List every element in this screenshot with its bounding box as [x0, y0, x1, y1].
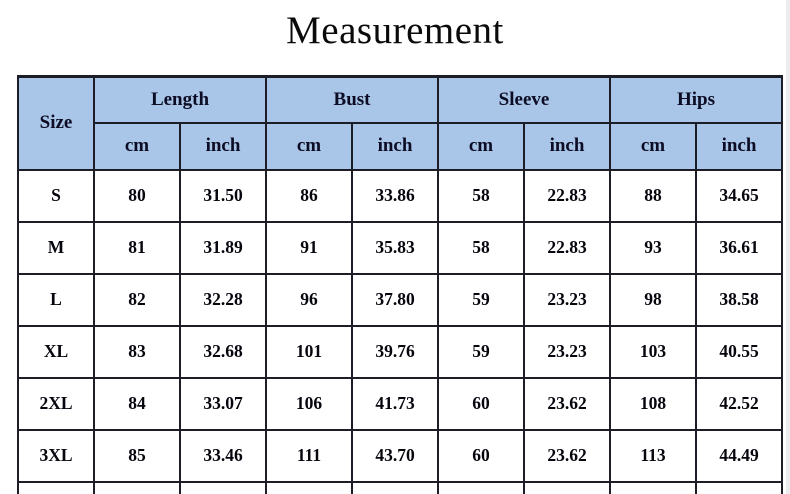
cell-hips-cm: 93: [609, 220, 697, 275]
cell-hips-inch: 40.55: [695, 324, 783, 379]
clipped-cell: [93, 480, 181, 494]
cell-bust-cm: 91: [265, 220, 353, 275]
unit-header-sleeve-inch: inch: [523, 121, 611, 171]
cell-sleeve-cm: 58: [437, 168, 525, 223]
cell-hips-cm: 113: [609, 428, 697, 483]
table-row-m: M 81 31.89 91 35.83 58 22.83 93 36.61: [17, 220, 783, 275]
group-header-bust: Bust: [265, 75, 439, 124]
cell-bust-inch: 39.76: [351, 324, 439, 379]
header-group-row: Size Length Bust Sleeve Hips: [17, 75, 783, 171]
cell-sleeve-inch: 22.83: [523, 220, 611, 275]
cell-bust-cm: 86: [265, 168, 353, 223]
clipped-cell: [265, 480, 353, 494]
cell-length-cm: 80: [93, 168, 181, 223]
size-column-header: Size: [17, 75, 95, 171]
measurement-table: Size Length Bust Sleeve Hips cm inch cm …: [17, 75, 783, 494]
size-label: 3XL: [17, 428, 95, 483]
cell-hips-inch: 38.58: [695, 272, 783, 327]
unit-header-hips-cm: cm: [609, 121, 697, 171]
size-label: M: [17, 220, 95, 275]
cell-hips-cm: 103: [609, 324, 697, 379]
clipped-cell: [437, 480, 525, 494]
cell-length-inch: 31.89: [179, 220, 267, 275]
group-header-sleeve: Sleeve: [437, 75, 611, 124]
header-unit-row: cm inch cm inch cm inch cm inch: [18, 121, 783, 171]
cell-hips-inch: 42.52: [695, 376, 783, 431]
unit-header-bust-cm: cm: [265, 121, 353, 171]
group-header-hips: Hips: [609, 75, 783, 124]
table-row-xl: XL 83 32.68 101 39.76 59 23.23 103 40.55: [17, 324, 783, 379]
cell-sleeve-cm: 58: [437, 220, 525, 275]
cell-sleeve-cm: 59: [437, 272, 525, 327]
cell-bust-inch: 33.86: [351, 168, 439, 223]
clipped-cell: [351, 480, 439, 494]
cell-sleeve-cm: 60: [437, 376, 525, 431]
clipped-cell: [523, 480, 611, 494]
image-edge-strip: [786, 0, 790, 494]
clipped-next-row: [17, 480, 783, 494]
cell-sleeve-inch: 23.62: [523, 376, 611, 431]
cell-bust-cm: 111: [265, 428, 353, 483]
cell-bust-cm: 96: [265, 272, 353, 327]
cell-length-inch: 31.50: [179, 168, 267, 223]
unit-header-sleeve-cm: cm: [437, 121, 525, 171]
clipped-cell: [609, 480, 697, 494]
clipped-cell: [17, 480, 95, 494]
unit-header-hips-inch: inch: [695, 121, 783, 171]
cell-bust-inch: 41.73: [351, 376, 439, 431]
cell-hips-cm: 108: [609, 376, 697, 431]
cell-bust-inch: 43.70: [351, 428, 439, 483]
cell-hips-cm: 88: [609, 168, 697, 223]
cell-length-cm: 85: [93, 428, 181, 483]
cell-length-cm: 83: [93, 324, 181, 379]
cell-length-cm: 84: [93, 376, 181, 431]
group-header-length: Length: [93, 75, 267, 124]
clipped-cell: [695, 480, 783, 494]
cell-length-inch: 32.68: [179, 324, 267, 379]
cell-length-inch: 33.46: [179, 428, 267, 483]
clipped-cell: [179, 480, 267, 494]
cell-length-cm: 82: [93, 272, 181, 327]
cell-length-inch: 32.28: [179, 272, 267, 327]
cell-length-inch: 33.07: [179, 376, 267, 431]
cell-sleeve-inch: 22.83: [523, 168, 611, 223]
table-row-2xl: 2XL 84 33.07 106 41.73 60 23.62 108 42.5…: [17, 376, 783, 431]
table-row-l: L 82 32.28 96 37.80 59 23.23 98 38.58: [17, 272, 783, 327]
cell-length-cm: 81: [93, 220, 181, 275]
cell-hips-cm: 98: [609, 272, 697, 327]
cell-hips-inch: 36.61: [695, 220, 783, 275]
cell-bust-cm: 101: [265, 324, 353, 379]
cell-sleeve-cm: 59: [437, 324, 525, 379]
cell-sleeve-inch: 23.62: [523, 428, 611, 483]
cell-hips-inch: 34.65: [695, 168, 783, 223]
size-label: L: [17, 272, 95, 327]
unit-header-bust-inch: inch: [351, 121, 439, 171]
table-row-3xl: 3XL 85 33.46 111 43.70 60 23.62 113 44.4…: [17, 428, 783, 483]
table-row-s: S 80 31.50 86 33.86 58 22.83 88 34.65: [17, 168, 783, 223]
cell-hips-inch: 44.49: [695, 428, 783, 483]
cell-sleeve-inch: 23.23: [523, 324, 611, 379]
unit-header-length-cm: cm: [93, 121, 181, 171]
size-label: 2XL: [17, 376, 95, 431]
cell-bust-inch: 37.80: [351, 272, 439, 327]
unit-header-length-inch: inch: [179, 121, 267, 171]
size-label: S: [17, 168, 95, 223]
cell-bust-inch: 35.83: [351, 220, 439, 275]
cell-sleeve-cm: 60: [437, 428, 525, 483]
cell-bust-cm: 106: [265, 376, 353, 431]
page-title: Measurement: [286, 9, 504, 52]
cell-sleeve-inch: 23.23: [523, 272, 611, 327]
size-label: XL: [17, 324, 95, 379]
